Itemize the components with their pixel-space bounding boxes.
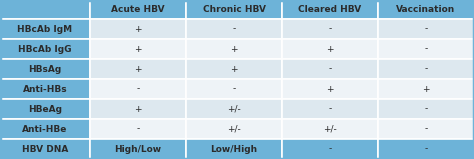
FancyBboxPatch shape	[282, 0, 378, 19]
FancyBboxPatch shape	[282, 59, 378, 79]
FancyBboxPatch shape	[186, 119, 282, 139]
Text: Vaccination: Vaccination	[396, 5, 456, 14]
Text: Chronic HBV: Chronic HBV	[202, 5, 265, 14]
FancyBboxPatch shape	[186, 139, 282, 159]
FancyBboxPatch shape	[0, 139, 90, 159]
Text: +: +	[134, 104, 142, 114]
Text: +: +	[422, 85, 430, 93]
Text: -: -	[424, 45, 428, 54]
FancyBboxPatch shape	[378, 19, 474, 39]
FancyBboxPatch shape	[90, 139, 186, 159]
Text: -: -	[328, 145, 332, 153]
Text: -: -	[424, 124, 428, 134]
FancyBboxPatch shape	[186, 0, 282, 19]
FancyBboxPatch shape	[282, 119, 378, 139]
Text: +: +	[230, 65, 238, 74]
Text: Low/High: Low/High	[210, 145, 257, 153]
FancyBboxPatch shape	[282, 79, 378, 99]
FancyBboxPatch shape	[186, 99, 282, 119]
FancyBboxPatch shape	[90, 59, 186, 79]
Text: +: +	[134, 25, 142, 34]
Text: Anti-HBe: Anti-HBe	[22, 124, 68, 134]
FancyBboxPatch shape	[378, 119, 474, 139]
Text: Cleared HBV: Cleared HBV	[299, 5, 362, 14]
Text: -: -	[424, 104, 428, 114]
FancyBboxPatch shape	[378, 0, 474, 19]
FancyBboxPatch shape	[378, 99, 474, 119]
Text: +/-: +/-	[323, 124, 337, 134]
Text: HBcAb IgG: HBcAb IgG	[18, 45, 72, 54]
FancyBboxPatch shape	[90, 99, 186, 119]
FancyBboxPatch shape	[282, 39, 378, 59]
Text: +/-: +/-	[227, 124, 241, 134]
FancyBboxPatch shape	[186, 59, 282, 79]
Text: -: -	[232, 85, 236, 93]
Text: Anti-HBs: Anti-HBs	[23, 85, 67, 93]
FancyBboxPatch shape	[186, 19, 282, 39]
FancyBboxPatch shape	[0, 39, 90, 59]
FancyBboxPatch shape	[90, 39, 186, 59]
FancyBboxPatch shape	[0, 19, 90, 39]
Text: -: -	[424, 145, 428, 153]
FancyBboxPatch shape	[90, 119, 186, 139]
FancyBboxPatch shape	[0, 119, 90, 139]
Text: +: +	[134, 65, 142, 74]
Text: -: -	[137, 124, 140, 134]
FancyBboxPatch shape	[378, 79, 474, 99]
FancyBboxPatch shape	[90, 79, 186, 99]
FancyBboxPatch shape	[0, 99, 90, 119]
Text: HBcAb IgM: HBcAb IgM	[18, 25, 73, 34]
Text: +: +	[230, 45, 238, 54]
Text: +: +	[134, 45, 142, 54]
Text: -: -	[137, 85, 140, 93]
Text: -: -	[328, 25, 332, 34]
FancyBboxPatch shape	[378, 59, 474, 79]
FancyBboxPatch shape	[186, 39, 282, 59]
FancyBboxPatch shape	[282, 19, 378, 39]
Text: HBV DNA: HBV DNA	[22, 145, 68, 153]
Text: +/-: +/-	[227, 104, 241, 114]
FancyBboxPatch shape	[282, 139, 378, 159]
Text: +: +	[326, 45, 334, 54]
FancyBboxPatch shape	[282, 99, 378, 119]
FancyBboxPatch shape	[90, 0, 186, 19]
Text: +: +	[326, 85, 334, 93]
FancyBboxPatch shape	[186, 79, 282, 99]
Text: -: -	[328, 65, 332, 74]
FancyBboxPatch shape	[378, 139, 474, 159]
FancyBboxPatch shape	[0, 79, 90, 99]
FancyBboxPatch shape	[378, 39, 474, 59]
Text: -: -	[328, 104, 332, 114]
Text: -: -	[424, 25, 428, 34]
FancyBboxPatch shape	[0, 59, 90, 79]
FancyBboxPatch shape	[90, 19, 186, 39]
Text: HBeAg: HBeAg	[28, 104, 62, 114]
Text: -: -	[424, 65, 428, 74]
Text: -: -	[232, 25, 236, 34]
Text: HBsAg: HBsAg	[28, 65, 62, 74]
Text: High/Low: High/Low	[115, 145, 162, 153]
Text: Acute HBV: Acute HBV	[111, 5, 165, 14]
FancyBboxPatch shape	[0, 0, 90, 19]
